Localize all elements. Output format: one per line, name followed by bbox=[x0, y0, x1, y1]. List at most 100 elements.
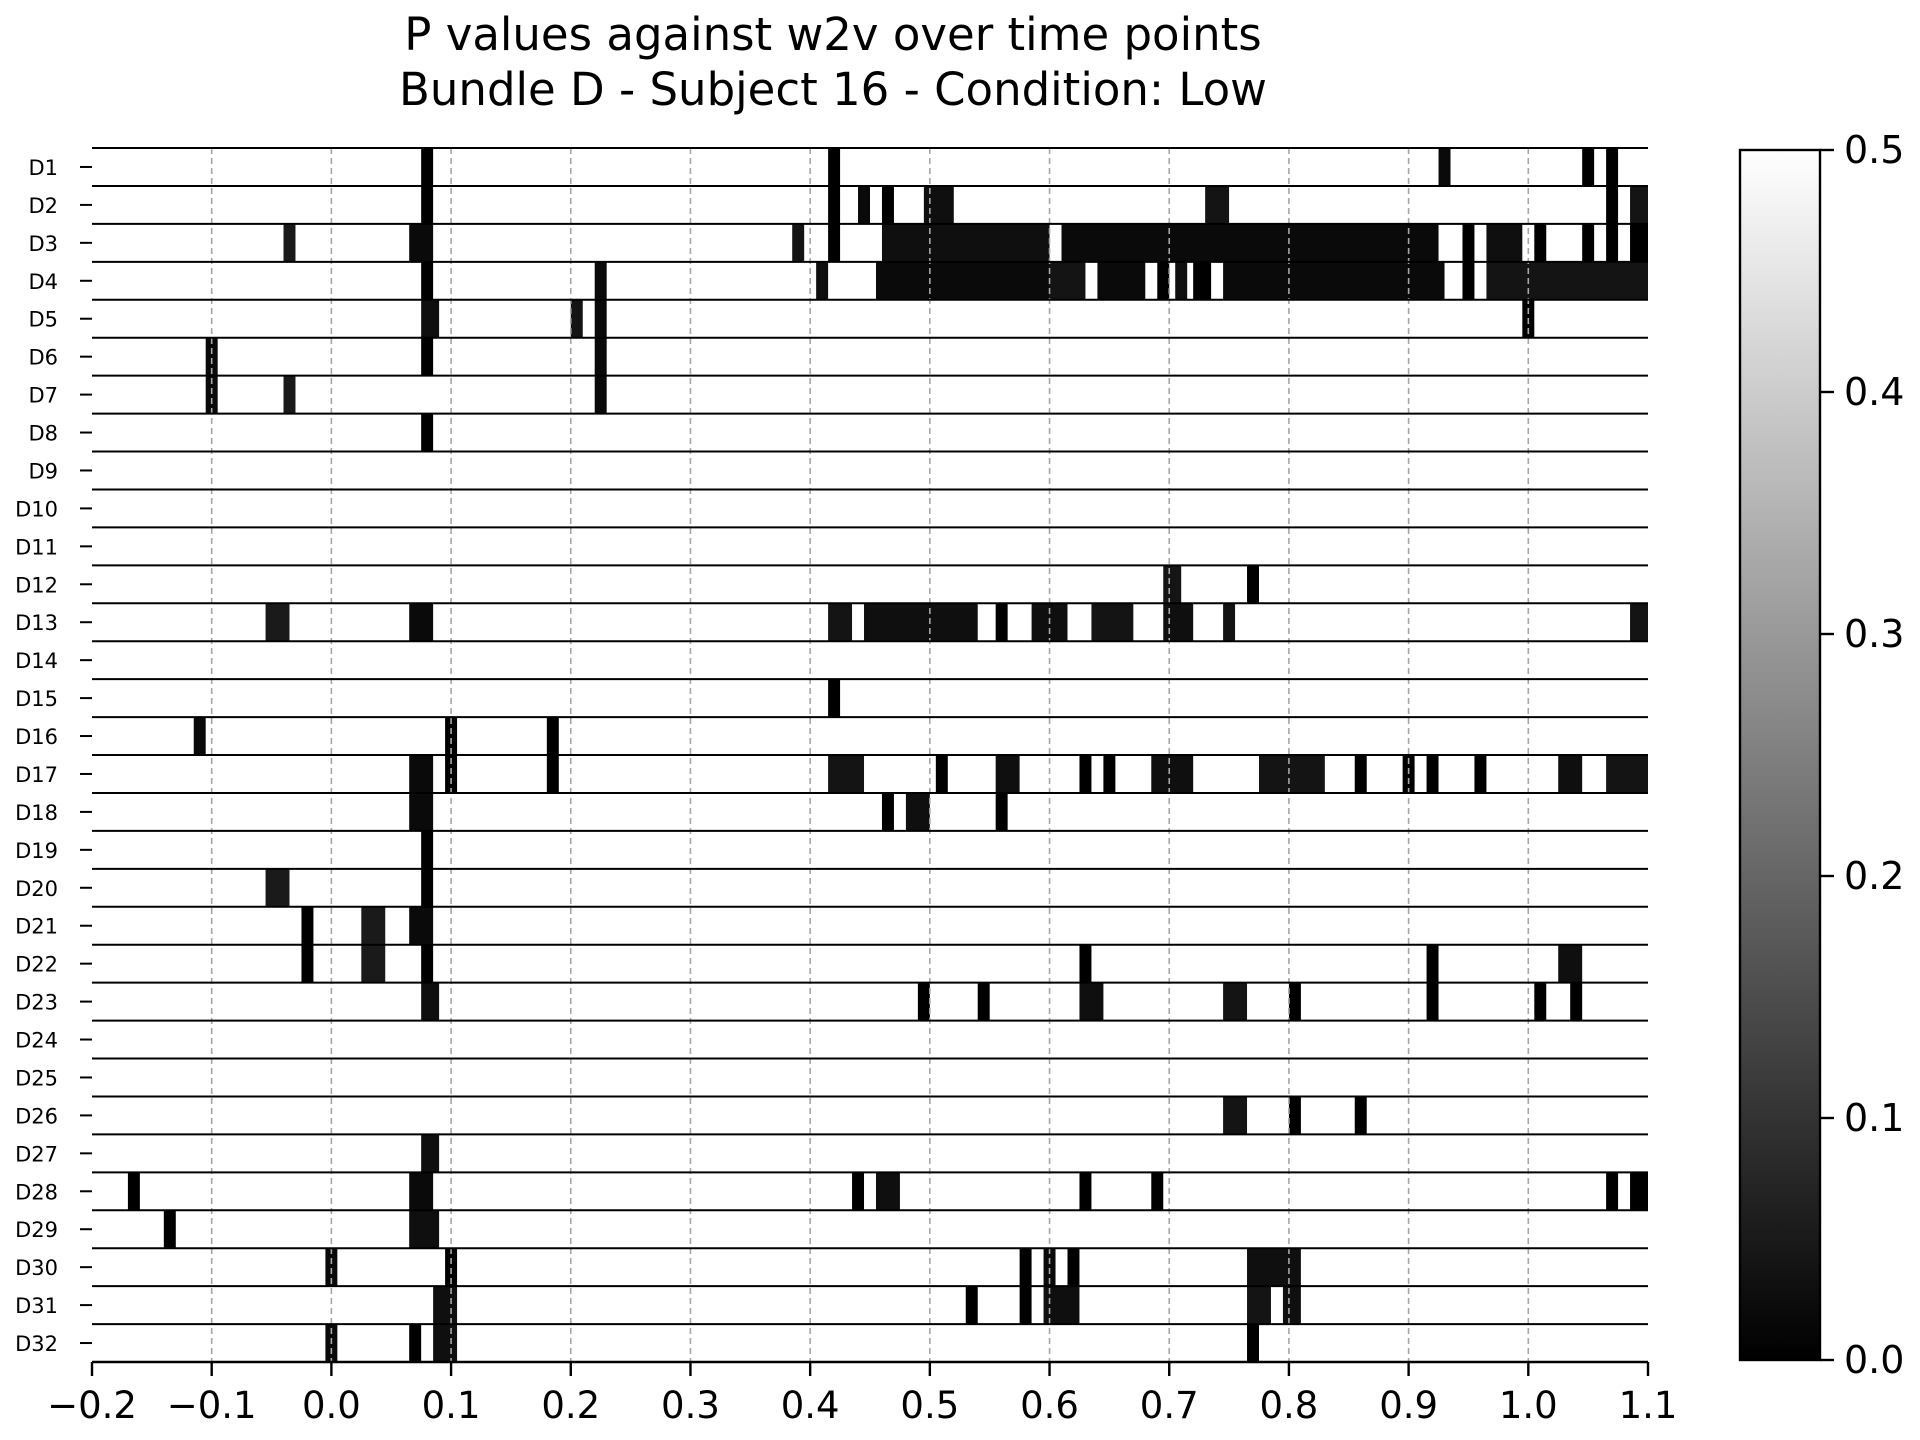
y-tick-label: D9 bbox=[28, 459, 58, 483]
y-tick-label: D17 bbox=[15, 763, 58, 787]
grid-lines bbox=[210, 148, 1530, 1362]
heatmap-cell-D22-4 bbox=[1426, 944, 1439, 983]
y-tick-label: D25 bbox=[15, 1066, 58, 1090]
heatmap-cell-D12-0 bbox=[1163, 565, 1182, 604]
heatmap-cell-D23-3 bbox=[1079, 982, 1104, 1021]
y-tick-label: D11 bbox=[15, 535, 58, 559]
heatmap-cell-D4-6 bbox=[1157, 261, 1170, 300]
heatmap-cell-D3-10 bbox=[1606, 223, 1619, 262]
heatmap-cell-D30-5 bbox=[1247, 1248, 1301, 1287]
heatmap-cell-D26-1 bbox=[1288, 1096, 1301, 1135]
heatmap-cell-D29-0 bbox=[163, 1210, 176, 1249]
heatmap-cell-D13-0 bbox=[265, 603, 290, 642]
heatmap-cell-D30-2 bbox=[1019, 1248, 1032, 1287]
colorbar-tick-label: 0.0 bbox=[1844, 1338, 1904, 1382]
heatmap-cell-D23-0 bbox=[421, 982, 440, 1021]
heatmap-cell-D2-6 bbox=[1606, 185, 1619, 224]
heatmap-cell-D2-4 bbox=[923, 185, 954, 224]
heatmap-cell-D23-7 bbox=[1534, 982, 1547, 1021]
heatmap-cell-D22-0 bbox=[301, 944, 314, 983]
heatmap-cell-D20-0 bbox=[265, 868, 290, 907]
heatmap-cell-D13-9 bbox=[1630, 603, 1648, 642]
heatmap-cell-D17-5 bbox=[995, 755, 1020, 793]
heatmap-cell-D16-1 bbox=[445, 717, 458, 755]
heatmap-cell-D15-0 bbox=[828, 679, 841, 718]
heatmap-cell-D6-2 bbox=[594, 337, 607, 376]
heatmap-cell-D13-3 bbox=[864, 603, 978, 642]
y-tick-label: D1 bbox=[28, 156, 58, 180]
heatmap-cell-D19-0 bbox=[421, 830, 434, 869]
colorbar: 0.0 0.1 0.2 0.3 0.4 0.5 bbox=[1738, 128, 1904, 1382]
x-tick-label: −0.1 bbox=[167, 1384, 257, 1427]
heatmap-cell-D31-0 bbox=[433, 1286, 458, 1325]
x-tick-label: 1.0 bbox=[1499, 1384, 1558, 1427]
colorbar-tick-label: 0.1 bbox=[1844, 1096, 1904, 1140]
heatmap-cell-D3-6 bbox=[1462, 223, 1475, 262]
heatmap-cell-D26-0 bbox=[1223, 1096, 1248, 1135]
heatmap-cell-D28-2 bbox=[852, 1172, 865, 1211]
x-tick-label: 0.4 bbox=[781, 1384, 840, 1427]
heatmap-cell-D29-1 bbox=[409, 1210, 440, 1249]
heatmap-cell-D17-9 bbox=[1259, 755, 1325, 793]
heatmap-cell-D28-3 bbox=[875, 1172, 900, 1211]
y-tick-label: D15 bbox=[15, 687, 58, 711]
heatmap-cell-D4-1 bbox=[594, 261, 607, 300]
heatmap-cell-D32-1 bbox=[409, 1324, 422, 1362]
heatmap-cell-D28-1 bbox=[409, 1172, 434, 1211]
y-tick-label: D22 bbox=[15, 953, 58, 977]
heatmap-cell-D32-3 bbox=[1247, 1324, 1259, 1362]
y-tick-label: D6 bbox=[28, 346, 58, 370]
heatmap-cell-D28-0 bbox=[127, 1172, 140, 1211]
heatmap-cell-D32-2 bbox=[433, 1324, 458, 1362]
heatmap-cell-D4-8 bbox=[1193, 261, 1212, 300]
heatmap-cell-D22-1 bbox=[361, 944, 386, 983]
heatmap-cell-D16-2 bbox=[546, 717, 559, 755]
x-tick-label: 0.9 bbox=[1379, 1384, 1438, 1427]
x-tick-label: 0.2 bbox=[541, 1384, 600, 1427]
heatmap-cell-D4-4 bbox=[1049, 261, 1086, 300]
heatmap-cell-D2-5 bbox=[1205, 185, 1230, 224]
heatmap-cell-D17-15 bbox=[1606, 755, 1648, 793]
colorbar-tick-label: 0.3 bbox=[1844, 612, 1904, 656]
x-tick-label: 0.7 bbox=[1140, 1384, 1199, 1427]
heatmap-cell-D17-12 bbox=[1426, 755, 1439, 793]
heatmap-cell-D1-4 bbox=[1606, 148, 1619, 186]
heatmap-cell-D30-1 bbox=[445, 1248, 458, 1287]
y-tick-label: D7 bbox=[28, 384, 58, 408]
heatmap-cell-D4-5 bbox=[1097, 261, 1146, 300]
y-tick-label: D29 bbox=[15, 1218, 58, 1242]
heatmap-cell-D2-3 bbox=[881, 185, 894, 224]
heatmap-cell-D3-11 bbox=[1630, 223, 1648, 262]
heatmap-cell-D17-13 bbox=[1474, 755, 1487, 793]
heatmap-cell-D5-2 bbox=[594, 299, 607, 338]
heatmap-cell-D13-2 bbox=[828, 603, 853, 642]
y-tick-label: D27 bbox=[15, 1142, 58, 1166]
heatmap-cell-D4-9 bbox=[1223, 261, 1445, 300]
colorbar-tick-label: 0.4 bbox=[1844, 370, 1904, 414]
heatmap-cell-D17-0 bbox=[409, 755, 434, 793]
heatmap-cell-D1-1 bbox=[828, 148, 841, 186]
heatmap-cell-D18-3 bbox=[995, 792, 1008, 831]
heatmap-cell-D2-1 bbox=[828, 185, 841, 224]
y-tick-label: D19 bbox=[15, 839, 58, 863]
heatmap-cell-D13-4 bbox=[995, 603, 1008, 642]
heatmap-cell-D23-2 bbox=[977, 982, 990, 1021]
heatmap-cell-D2-7 bbox=[1630, 185, 1648, 224]
heatmap-cell-D12-1 bbox=[1247, 565, 1259, 604]
heatmap-cell-D13-1 bbox=[409, 603, 434, 642]
heatmap-cell-D23-8 bbox=[1570, 982, 1583, 1021]
y-tick-label: D14 bbox=[15, 649, 58, 673]
heatmap-cell-D3-4 bbox=[881, 223, 1050, 262]
y-tick-label: D13 bbox=[15, 611, 58, 635]
heatmap-cell-D20-1 bbox=[421, 868, 434, 907]
heatmap-cell-D23-1 bbox=[917, 982, 930, 1021]
heatmap-cell-D8-0 bbox=[421, 413, 434, 452]
heatmap-cell-D31-4 bbox=[1247, 1286, 1271, 1325]
y-tick-label: D26 bbox=[15, 1104, 58, 1128]
heatmap-cell-D13-8 bbox=[1223, 603, 1236, 642]
y-tick-label: D18 bbox=[15, 801, 58, 825]
chart-title: P values against w2v over time points bbox=[404, 8, 1261, 61]
y-tick-label: D23 bbox=[15, 991, 58, 1015]
y-tick-label: D30 bbox=[15, 1256, 58, 1280]
heatmap-cell-D3-2 bbox=[792, 223, 805, 262]
